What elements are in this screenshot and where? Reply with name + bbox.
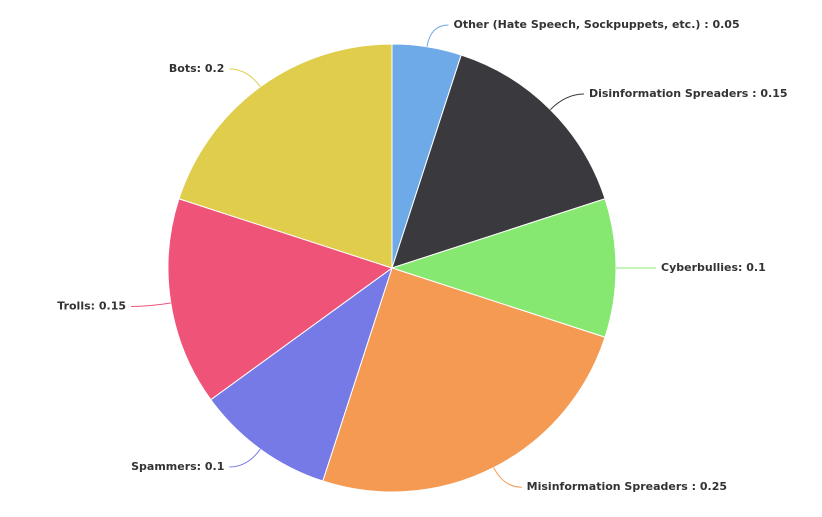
label-connector — [131, 302, 171, 307]
label-connector — [229, 448, 261, 468]
data-label: Trolls: 0.15 — [57, 299, 126, 312]
label-connector — [550, 93, 584, 110]
pie-slice — [167, 198, 394, 401]
label-connector — [493, 467, 522, 488]
label-connector — [426, 24, 449, 47]
data-label: Spammers: 0.1 — [131, 460, 224, 473]
data-label: Cyberbullies: 0.1 — [661, 261, 766, 274]
label-connector — [229, 68, 261, 88]
data-label: Other (Hate Speech, Sockpuppets, etc.) :… — [453, 18, 739, 31]
pie-slice — [322, 267, 606, 493]
data-label: Misinformation Spreaders : 0.25 — [527, 480, 727, 493]
pie-slice — [391, 54, 606, 269]
pie-slice — [178, 43, 393, 269]
data-label: Bots: 0.2 — [169, 62, 224, 75]
data-label: Disinformation Spreaders : 0.15 — [589, 87, 788, 100]
